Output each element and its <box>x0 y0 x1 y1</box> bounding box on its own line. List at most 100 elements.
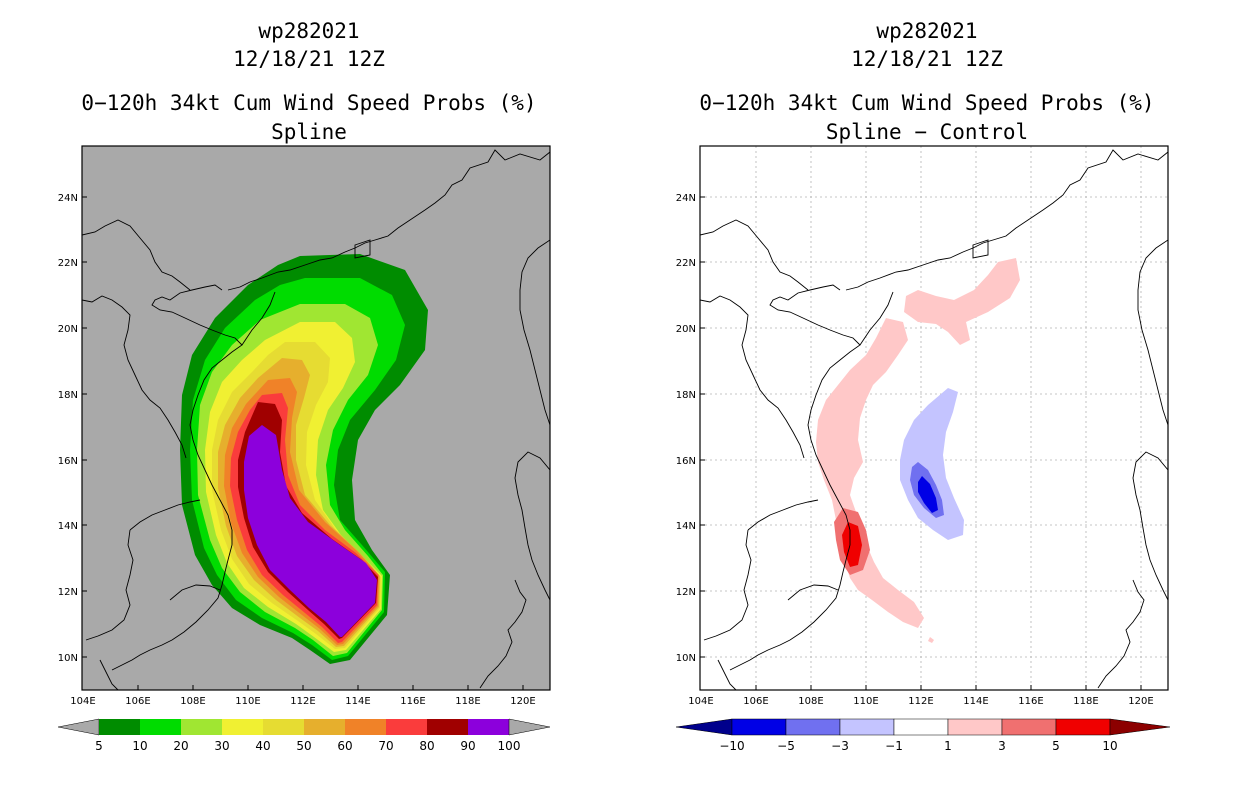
colorbar-under-arrow <box>57 718 100 736</box>
lon-label: 112E <box>908 696 933 707</box>
lon-label: 108E <box>798 696 823 707</box>
colorbar-swatch <box>1055 718 1111 736</box>
colorbar-label: −3 <box>831 739 849 753</box>
latitude-axis: 24N 22N 20N 18N 16N 14N 12N 10N <box>676 193 705 664</box>
product-title: 0−120h 34kt Cum Wind Speed Probs (%) <box>699 91 1155 115</box>
datetime: 12/18/21 12Z <box>851 47 1003 71</box>
right-map-figure: 24N 22N 20N 18N 16N 14N 12N 10N 104E 106… <box>675 145 1171 753</box>
colorbar-label: −1 <box>885 739 903 753</box>
colorbar-swatch <box>386 719 427 735</box>
colorbar-swatch <box>947 718 1003 736</box>
colorbar-label: 90 <box>460 739 475 753</box>
lon-label: 104E <box>688 696 713 707</box>
lat-label: 14N <box>58 521 78 532</box>
colorbar: 5 10 20 30 40 50 60 70 80 90 100 <box>57 718 551 753</box>
lon-label: 120E <box>510 696 535 707</box>
lon-label: 112E <box>290 696 315 707</box>
difference-fields <box>816 258 1020 643</box>
colorbar-swatch <box>427 719 468 735</box>
diff-pos-1-spot <box>928 637 934 643</box>
colorbar: −10 −5 −3 −1 1 3 5 10 <box>675 718 1171 753</box>
lon-label: 114E <box>345 696 370 707</box>
lat-label: 20N <box>58 324 78 335</box>
colorbar-over-arrow <box>508 718 551 736</box>
lon-label: 114E <box>963 696 988 707</box>
lat-label: 24N <box>58 193 78 204</box>
colorbar-swatch <box>140 719 181 735</box>
lat-label: 12N <box>676 587 696 598</box>
lon-label: 116E <box>400 696 425 707</box>
right-panel: wp282021 12/18/21 12Z 0−120h 34kt Cum Wi… <box>618 0 1236 800</box>
colorbar-swatch <box>263 719 304 735</box>
lat-label: 24N <box>676 193 696 204</box>
lat-label: 22N <box>58 258 78 269</box>
longitude-axis: 104E 106E 108E 110E 112E 114E 116E 118E … <box>70 685 536 707</box>
product-title: 0−120h 34kt Cum Wind Speed Probs (%) <box>81 91 537 115</box>
lat-label: 10N <box>58 653 78 664</box>
lon-label: 104E <box>70 696 95 707</box>
lon-label: 116E <box>1018 696 1043 707</box>
map-frame <box>699 145 1169 691</box>
colorbar-swatch <box>181 719 222 735</box>
grid-lines <box>700 146 1168 690</box>
storm-id: wp282021 <box>876 19 978 43</box>
lat-label: 20N <box>676 324 696 335</box>
colorbar-under-arrow <box>675 718 733 736</box>
colorbar-label: 3 <box>998 739 1006 753</box>
colorbar-swatch <box>1001 718 1057 736</box>
storm-id: wp282021 <box>258 19 360 43</box>
lat-label: 18N <box>676 390 696 401</box>
map-frame <box>81 145 551 691</box>
diff-pos-1-contour <box>904 258 1020 345</box>
subtitle: Spline − Control <box>825 120 1029 144</box>
colorbar-swatch <box>893 718 949 736</box>
lat-label: 22N <box>676 258 696 269</box>
colorbar-label: 5 <box>95 739 103 753</box>
longitude-axis: 104E 106E 108E 110E 112E 114E 116E 118E … <box>688 685 1154 707</box>
probability-fields <box>180 254 428 664</box>
lon-label: 110E <box>853 696 878 707</box>
left-panel: wp282021 12/18/21 12Z 0−120h 34kt Cum Wi… <box>57 19 551 753</box>
colorbar-label: 60 <box>337 739 352 753</box>
colorbar-swatch <box>785 718 841 736</box>
colorbar-label: 50 <box>296 739 311 753</box>
lat-label: 12N <box>58 587 78 598</box>
colorbar-label: 10 <box>132 739 147 753</box>
diff-neg-5-contour <box>918 476 938 513</box>
latitude-axis: 24N 22N 20N 18N 16N 14N 12N 10N <box>58 193 87 664</box>
lon-label: 118E <box>455 696 480 707</box>
colorbar-label: 30 <box>214 739 229 753</box>
colorbar-label: 20 <box>173 739 188 753</box>
subtitle: Spline <box>271 120 347 144</box>
colorbar-swatch <box>304 719 345 735</box>
colorbar-label: −10 <box>719 739 744 753</box>
lon-label: 110E <box>235 696 260 707</box>
colorbar-swatch <box>99 719 140 735</box>
colorbar-swatch <box>468 719 509 735</box>
colorbar-label: 5 <box>1052 739 1060 753</box>
colorbar-over-arrow <box>1109 718 1171 736</box>
lat-label: 10N <box>676 653 696 664</box>
colorbar-swatch <box>345 719 386 735</box>
left-map-figure: 24N 22N 20N 18N 16N 14N 12N 10N 104E 106… <box>57 145 551 753</box>
lat-label: 14N <box>676 521 696 532</box>
colorbar-swatch <box>731 718 787 736</box>
lon-label: 118E <box>1073 696 1098 707</box>
lat-label: 18N <box>58 390 78 401</box>
lon-label: 106E <box>743 696 768 707</box>
colorbar-label: 80 <box>419 739 434 753</box>
colorbar-label: −5 <box>777 739 795 753</box>
colorbar-swatch <box>839 718 895 736</box>
colorbar-label: 70 <box>378 739 393 753</box>
diff-neg-1-contour <box>900 388 964 540</box>
colorbar-swatch <box>222 719 263 735</box>
prob-100-contour <box>244 425 377 637</box>
lon-label: 108E <box>180 696 205 707</box>
lon-label: 106E <box>125 696 150 707</box>
colorbar-label: 1 <box>944 739 952 753</box>
colorbar-label: 10 <box>1102 739 1117 753</box>
colorbar-label: 40 <box>255 739 270 753</box>
coastlines <box>700 149 1168 690</box>
coastlines <box>82 149 550 690</box>
lat-label: 16N <box>58 456 78 467</box>
